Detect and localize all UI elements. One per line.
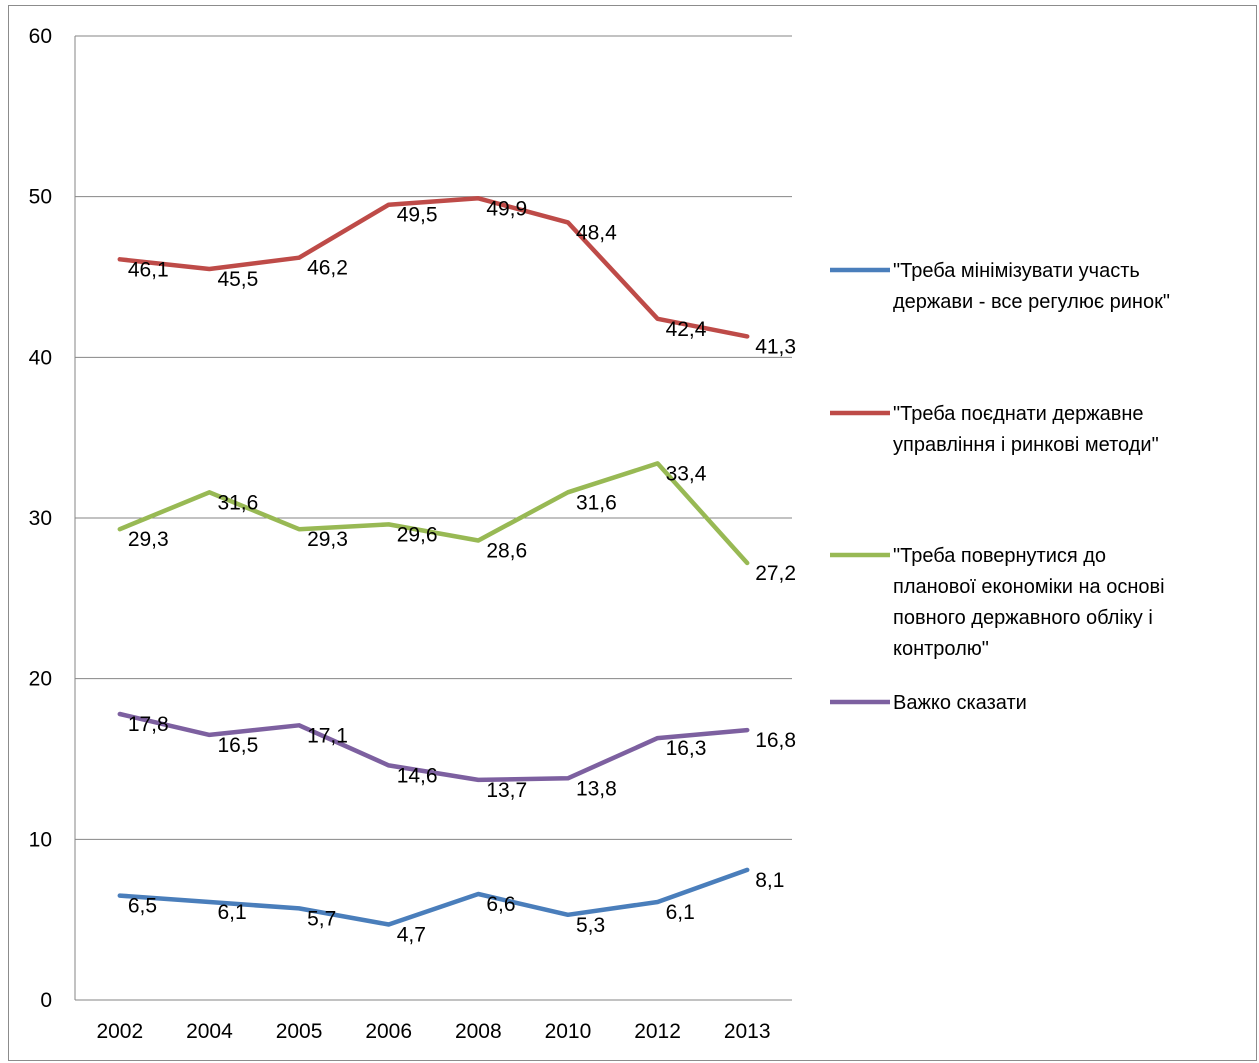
y-tick-label: 40 bbox=[29, 346, 52, 369]
data-label: 16,3 bbox=[666, 737, 707, 760]
legend-label: Важко сказати bbox=[893, 692, 1027, 714]
data-label: 46,2 bbox=[307, 257, 348, 280]
legend-label: контролю" bbox=[893, 638, 989, 660]
chart-frame bbox=[8, 5, 1257, 1061]
data-label: 6,6 bbox=[486, 893, 515, 916]
legend-label: "Треба мінімізувати участь bbox=[893, 260, 1140, 282]
x-tick-label: 2008 bbox=[455, 1020, 502, 1043]
data-label: 6,5 bbox=[128, 895, 157, 918]
x-tick-label: 2012 bbox=[634, 1020, 681, 1043]
y-tick-label: 30 bbox=[29, 507, 52, 530]
data-label: 17,1 bbox=[307, 724, 348, 747]
data-label: 33,4 bbox=[666, 462, 707, 485]
data-label: 49,5 bbox=[397, 204, 438, 227]
series-line bbox=[117, 711, 750, 783]
data-label: 46,1 bbox=[128, 258, 169, 281]
data-label: 31,6 bbox=[576, 491, 617, 514]
data-label: 45,5 bbox=[217, 268, 258, 291]
data-label: 27,2 bbox=[755, 562, 796, 585]
y-tick-label: 0 bbox=[40, 989, 52, 1012]
data-label: 42,4 bbox=[666, 318, 707, 341]
x-tick-label: 2006 bbox=[365, 1020, 412, 1043]
data-labels: 6,5 6,1 5,7 4,7 6,6 5,3 6,1 8,1 46,1 45,5 46,2 49,5… bbox=[128, 197, 796, 946]
x-tick-label: 2004 bbox=[186, 1020, 233, 1043]
series-lines bbox=[117, 196, 750, 927]
series-line bbox=[117, 461, 750, 566]
legend-label: планової економіки на основі bbox=[893, 576, 1165, 598]
data-label: 13,8 bbox=[576, 777, 617, 800]
legend-label: держави - все регулює ринок" bbox=[893, 291, 1170, 313]
data-label: 8,1 bbox=[755, 869, 784, 892]
y-tick-label: 20 bbox=[29, 668, 52, 691]
data-label: 14,6 bbox=[397, 764, 438, 787]
data-label: 31,6 bbox=[217, 491, 258, 514]
data-label: 6,1 bbox=[666, 901, 695, 924]
series-line bbox=[117, 867, 750, 927]
data-label: 41,3 bbox=[755, 335, 796, 358]
legend-label: управління і ринкові методи" bbox=[893, 434, 1159, 456]
data-label: 29,3 bbox=[307, 528, 348, 551]
data-label: 13,7 bbox=[486, 779, 527, 802]
data-label: 6,1 bbox=[217, 901, 246, 924]
legend: "Треба мінімізувати участь держави - все … bbox=[830, 260, 1170, 714]
legend-label: "Треба поєднати державне bbox=[893, 403, 1144, 425]
x-axis-ticks: 2002 2004 2005 2006 2008 2010 2012 2013 bbox=[96, 1020, 770, 1043]
data-label: 49,9 bbox=[486, 197, 527, 220]
y-tick-label: 60 bbox=[29, 25, 52, 48]
data-label: 17,8 bbox=[128, 713, 169, 736]
x-tick-label: 2005 bbox=[276, 1020, 323, 1043]
data-label: 4,7 bbox=[397, 923, 426, 946]
x-tick-label: 2002 bbox=[96, 1020, 143, 1043]
data-label: 5,7 bbox=[307, 907, 336, 930]
gridlines bbox=[74, 35, 792, 1001]
y-axis-ticks: 0 10 20 30 40 50 60 bbox=[29, 25, 52, 1012]
y-tick-label: 10 bbox=[29, 828, 52, 851]
series-line bbox=[117, 196, 750, 339]
x-tick-label: 2010 bbox=[545, 1020, 592, 1043]
data-label: 29,3 bbox=[128, 528, 169, 551]
y-tick-label: 50 bbox=[29, 186, 52, 209]
data-label: 28,6 bbox=[486, 539, 527, 562]
legend-label: повного державного обліку і bbox=[893, 607, 1153, 629]
data-label: 29,6 bbox=[397, 523, 438, 546]
x-tick-label: 2013 bbox=[724, 1020, 771, 1043]
data-label: 16,5 bbox=[217, 734, 258, 757]
data-label: 16,8 bbox=[755, 729, 796, 752]
data-label: 48,4 bbox=[576, 221, 617, 244]
data-label: 5,3 bbox=[576, 914, 605, 937]
legend-label: "Треба повернутися до bbox=[893, 545, 1106, 567]
